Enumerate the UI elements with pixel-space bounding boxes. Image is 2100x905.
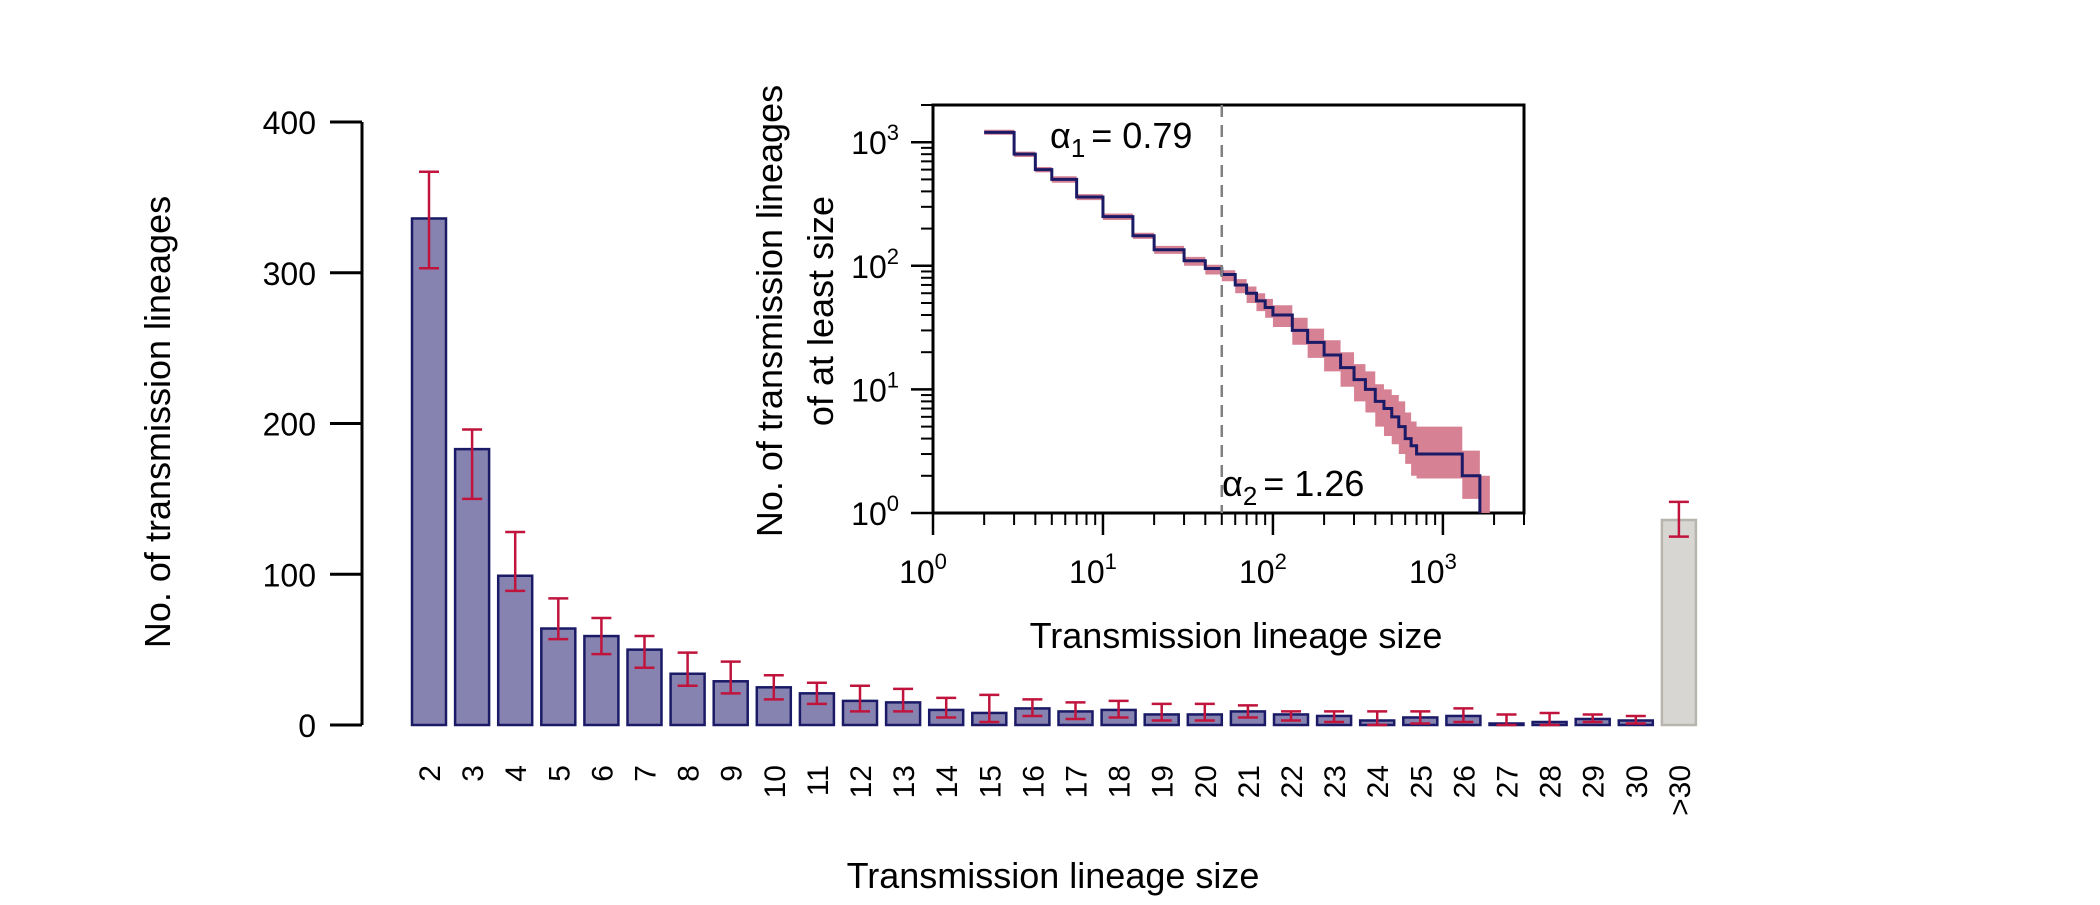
bar-chart-x-tick-label: 22 bbox=[1276, 765, 1309, 798]
inset-ccdf-line bbox=[984, 130, 1482, 513]
bar-chart-x-tick-label: 7 bbox=[630, 765, 663, 782]
inset-confidence-band bbox=[984, 129, 1490, 513]
bar bbox=[1660, 518, 1698, 727]
bar-chart-x-tick-label: 12 bbox=[845, 765, 878, 798]
inset-x-tick-label: 103 bbox=[1409, 549, 1457, 590]
bar-chart-x-axis-title: Transmission lineage size bbox=[847, 855, 1260, 896]
bar-chart-x-tick-label: 4 bbox=[500, 765, 533, 782]
bar-chart-x-tick-label: 3 bbox=[457, 765, 490, 782]
bar-chart-x-tick-label: 23 bbox=[1319, 765, 1352, 798]
alpha1-subscript: 1 bbox=[1071, 133, 1085, 163]
inset-x-tick-exponent: 0 bbox=[935, 549, 947, 574]
bar-chart-x-tick-label: 29 bbox=[1578, 765, 1611, 798]
inset-x-tick-exponent: 2 bbox=[1275, 549, 1287, 574]
alpha2-value: = 1.26 bbox=[1263, 463, 1364, 504]
bar-chart-x-tick-label: 11 bbox=[802, 765, 835, 796]
bar-chart-x-tick-label: 30 bbox=[1621, 765, 1654, 798]
bar-chart-y-tick-label: 0 bbox=[298, 708, 316, 744]
alpha2-annotation: α2 = 1.26 bbox=[1222, 463, 1364, 511]
bar-chart-x-tick-label: 5 bbox=[543, 765, 576, 782]
bar-chart-x-tick-label: 16 bbox=[1017, 765, 1050, 798]
bar-chart-x-tick-label: 8 bbox=[673, 765, 706, 782]
inset-y-tick-exponent: 2 bbox=[887, 244, 899, 269]
bar-chart-y-tick-label: 400 bbox=[263, 105, 316, 141]
inset-y-tick-exponent: 1 bbox=[887, 367, 899, 392]
alpha1-symbol: α bbox=[1050, 115, 1071, 156]
bar bbox=[540, 627, 577, 727]
bar-chart-x-tick-label: 24 bbox=[1362, 765, 1395, 798]
bar-chart-y-tick-label: 200 bbox=[263, 407, 316, 443]
bar-chart-x-tick-label: 19 bbox=[1147, 765, 1180, 798]
inset-y-tick-label: 101 bbox=[851, 367, 899, 408]
inset-y-axis-title-line1: No. of transmission lineages bbox=[749, 85, 790, 537]
inset-y-tick-label: 100 bbox=[851, 491, 899, 532]
bar-chart-y-tick-label: 100 bbox=[263, 557, 316, 593]
inset-x-tick-exponent: 1 bbox=[1105, 549, 1117, 574]
inset-y-tick-exponent: 3 bbox=[887, 120, 899, 145]
alpha1-annotation: α1 = 0.79 bbox=[1050, 115, 1192, 163]
bar-chart-x-tick-label: 21 bbox=[1233, 765, 1266, 798]
bar bbox=[410, 217, 448, 727]
inset-y-tick-exponent: 0 bbox=[887, 491, 899, 516]
inset-x-axis-title: Transmission lineage size bbox=[1030, 615, 1443, 656]
bar-chart-x-tick-label: 17 bbox=[1061, 765, 1094, 798]
alpha1-value: = 0.79 bbox=[1091, 115, 1192, 156]
bar-chart-x-tick-label: 26 bbox=[1448, 765, 1481, 798]
bar bbox=[496, 574, 534, 727]
bar-chart-y-tick-label: 300 bbox=[263, 256, 316, 292]
bar-chart-x-tick-label: 15 bbox=[974, 765, 1007, 798]
bar-chart-x-tick-label: 14 bbox=[931, 765, 964, 798]
inset-x-tick-label: 100 bbox=[899, 549, 947, 590]
bar-chart-x-tick-label: 28 bbox=[1535, 765, 1568, 798]
bar-chart-x-tick-label: 10 bbox=[759, 765, 792, 798]
inset-x-tick-exponent: 3 bbox=[1445, 549, 1457, 574]
alpha2-symbol: α bbox=[1222, 463, 1243, 504]
bar-chart-x-tick-label: 20 bbox=[1190, 765, 1223, 798]
inset-x-tick-label: 102 bbox=[1239, 549, 1287, 590]
bar-chart-x-tick-label: >30 bbox=[1664, 765, 1697, 816]
bar-chart-x-tick-label: 18 bbox=[1104, 765, 1137, 798]
alpha2-subscript: 2 bbox=[1243, 481, 1257, 511]
bar-chart-x-tick-label: 9 bbox=[716, 765, 749, 782]
bar-chart-x-tick-label: 6 bbox=[586, 765, 619, 782]
bar-chart-x-tick-label: 25 bbox=[1405, 765, 1438, 798]
inset-y-tick-label: 103 bbox=[851, 120, 899, 161]
bar-chart-x-tick-label: 27 bbox=[1492, 765, 1525, 798]
bar-chart-x-tick-label: 2 bbox=[414, 765, 447, 782]
inset-x-tick-label: 101 bbox=[1069, 549, 1117, 590]
inset-y-axis-title-line2: of at least size bbox=[800, 196, 841, 426]
inset-y-tick-label: 102 bbox=[851, 244, 899, 285]
bar-chart-y-axis-title: No. of transmission lineages bbox=[137, 196, 178, 648]
bar-chart-x-tick-label: 13 bbox=[888, 765, 921, 798]
inset-frame bbox=[931, 103, 1526, 515]
